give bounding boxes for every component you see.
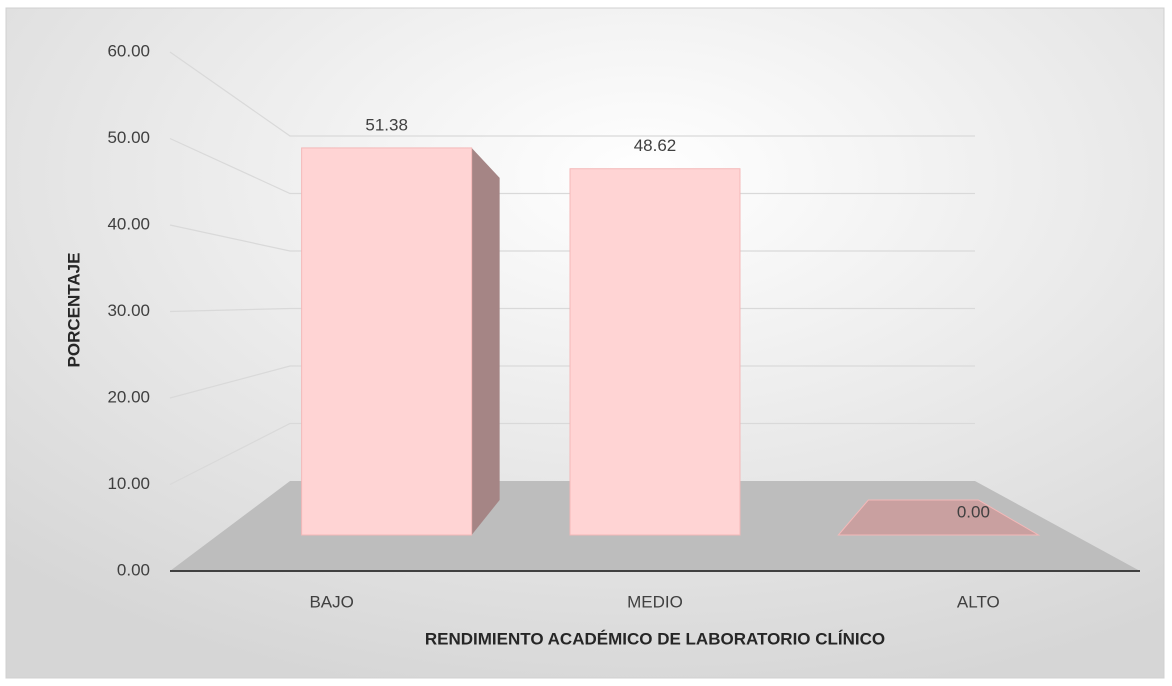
grid-line [169, 224, 975, 252]
y-tick-label: 50.00 [107, 128, 150, 147]
grid-line [169, 365, 975, 399]
y-tick-label: 40.00 [107, 214, 150, 233]
value-label: 51.38 [365, 115, 408, 134]
grid-line [169, 137, 975, 195]
y-tick-label: 10.00 [107, 474, 150, 493]
y-tick-label: 60.00 [107, 41, 150, 60]
x-tick-label: ALTO [957, 592, 1000, 611]
bar-side [471, 147, 500, 536]
y-tick-label: 0.00 [117, 560, 150, 579]
y-tick-label: 20.00 [107, 387, 150, 406]
y-tick-label: 30.00 [107, 301, 150, 320]
grid-line [169, 422, 975, 486]
x-tick-label: MEDIO [627, 592, 683, 611]
bar [301, 147, 473, 536]
value-label: 48.62 [634, 136, 677, 155]
grid-line [169, 51, 975, 137]
bar-top [837, 499, 1041, 536]
value-label: 0.00 [957, 502, 990, 521]
x-tick-label: BAJO [309, 592, 353, 611]
grid-line [169, 307, 975, 313]
bar [569, 168, 741, 536]
y-axis-title: PORCENTAJE [64, 253, 83, 368]
x-axis-title: RENDIMIENTO ACADÉMICO DE LABORATORIO CLÍ… [425, 629, 885, 648]
